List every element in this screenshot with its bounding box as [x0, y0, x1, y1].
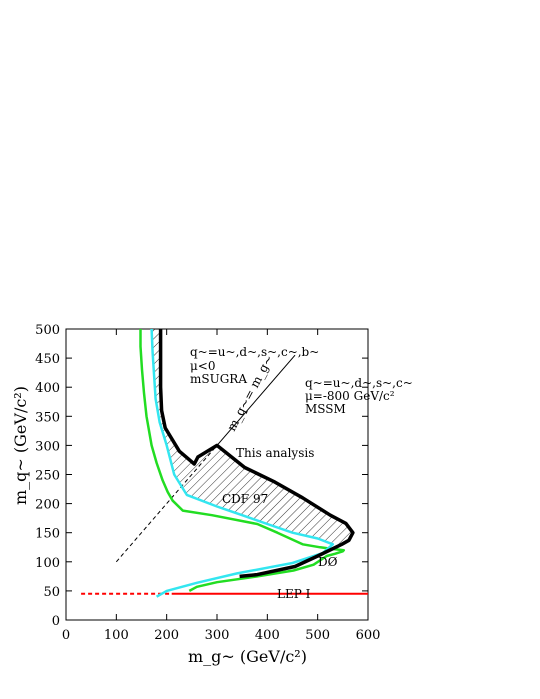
x-tick-label: 400: [255, 628, 280, 643]
y-tick-label: 350: [35, 410, 60, 425]
y-tick-label: 100: [35, 556, 60, 571]
diagonal-label: m_q~= m_g~: [224, 353, 276, 434]
y-tick-label: 0: [52, 614, 60, 629]
exclusion-hatch: [151, 329, 353, 554]
y-tick-label: 50: [43, 585, 60, 600]
this-analysis-label: This analysis: [236, 446, 314, 460]
d0-label: DØ: [318, 555, 338, 569]
x-axis-title: m_g~ (GeV/c²): [188, 647, 307, 666]
msugra-line-3: mSUGRA: [190, 372, 247, 386]
lep-label: LEP I: [277, 587, 311, 601]
y-tick-label: 400: [35, 381, 60, 396]
y-axis-title: m_q~ (GeV/c²): [11, 386, 30, 505]
y-tick-label: 150: [35, 527, 60, 542]
diagonal-solid: [216, 354, 296, 446]
cdf97-label: CDF 97: [222, 492, 268, 506]
mssm-line-3: MSSM: [305, 402, 346, 416]
x-tick-label: 100: [104, 628, 129, 643]
diagonal-dashed: [115, 445, 218, 563]
series-line-this-analysis: [158, 329, 355, 579]
series-line-cdf97: [150, 329, 335, 598]
y-tick-label: 200: [35, 498, 60, 513]
mssm-line-2: μ=-800 GeV/c²: [305, 389, 395, 403]
y-tick-label: 450: [35, 352, 60, 367]
msugra-line-1: q~=u~,d~,s~,c~,b~: [190, 345, 319, 359]
y-tick-label: 500: [35, 323, 60, 338]
axis-ticks: [65, 328, 369, 621]
x-tick-label: 0: [62, 628, 70, 643]
mssm-line-1: q~=u~,d~,s~,c~: [305, 376, 413, 390]
x-tick-label: 500: [305, 628, 330, 643]
mssm-annotation: q~=u~,d~,s~,c~ μ=-800 GeV/c² MSSM: [305, 376, 413, 416]
y-tick-label: 300: [35, 439, 60, 454]
x-tick-label: 300: [205, 628, 230, 643]
msugra-annotation: q~=u~,d~,s~,c~,b~ μ<0 mSUGRA: [190, 345, 319, 386]
msugra-line-2: μ<0: [190, 359, 216, 373]
x-tick-label: 200: [154, 628, 179, 643]
y-tick-label: 250: [35, 469, 60, 484]
series-line-d0: [139, 329, 346, 593]
x-tick-label: 600: [356, 628, 381, 643]
axis-tick-labels: 0 100 200 300 400 500 600 0 50 100 150 200 250 300 350…: [35, 323, 380, 643]
